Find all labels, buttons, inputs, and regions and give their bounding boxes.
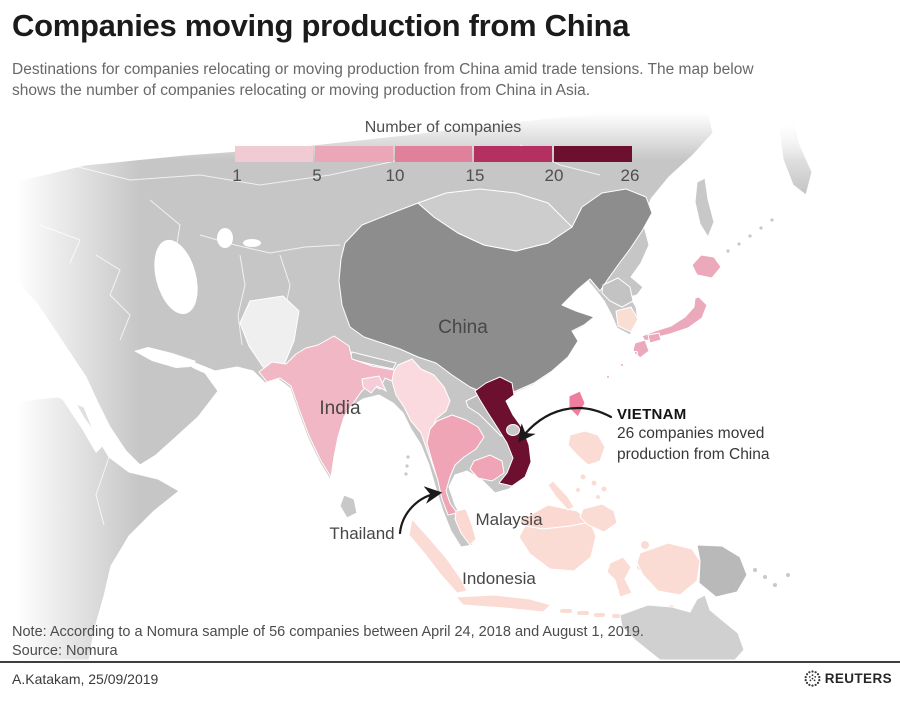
page-title: Companies moving production from China xyxy=(12,8,630,43)
vietnam-arrow xyxy=(518,406,613,443)
sakhalin-island xyxy=(694,177,715,239)
persian-gulf xyxy=(134,347,196,368)
thailand-arrow xyxy=(398,486,443,535)
label-india: India xyxy=(319,398,361,419)
label-thailand: Thailand xyxy=(329,524,394,543)
legend-swatch-1 xyxy=(235,146,313,162)
label-china: China xyxy=(438,317,488,338)
country-india xyxy=(258,335,403,478)
country-indonesia-papua xyxy=(636,542,701,596)
footnote: Note: According to a Nomura sample of 56… xyxy=(12,624,644,640)
legend-tick-20: 20 xyxy=(544,166,564,185)
vietnam-callout-title: VIETNAM xyxy=(617,406,687,423)
legend-tick-5: 5 xyxy=(312,166,322,185)
country-south-korea xyxy=(615,306,639,333)
vietnam-callout-line-2: production from China xyxy=(617,446,770,463)
subtitle-line-2: shows the number of companies relocating… xyxy=(12,82,591,99)
legend-tick-1: 1 xyxy=(232,166,242,185)
legend-title: Number of companies xyxy=(364,119,522,136)
kuril-islands-dots xyxy=(726,218,774,253)
credit-line: A.Katakam, 25/09/2019 xyxy=(12,671,159,687)
solomon-islands-dots xyxy=(753,568,790,587)
andaman-islands-dots xyxy=(404,455,410,476)
legend-tick-15: 15 xyxy=(465,166,485,185)
label-malaysia: Malaysia xyxy=(475,510,543,529)
legend-swatch-5 xyxy=(554,146,632,162)
legend-swatch-4 xyxy=(474,146,553,162)
legend-color-bar xyxy=(235,146,632,162)
vietnam-callout-line-1: 26 companies moved xyxy=(617,425,765,442)
aral-sea xyxy=(217,228,233,248)
country-papua-new-guinea xyxy=(696,544,748,598)
label-indonesia: Indonesia xyxy=(462,569,536,588)
vietnam-callout: VIETNAM 26 companies moved production fr… xyxy=(617,406,770,465)
legend-tick-10: 10 xyxy=(385,166,405,185)
country-north-korea xyxy=(601,277,634,308)
legend-swatch-3 xyxy=(394,146,473,162)
asia-choropleth-map: China India Thailand Malaysia Indonesia … xyxy=(0,105,900,660)
legend-tick-26: 26 xyxy=(620,166,640,185)
reuters-orb-icon xyxy=(804,670,821,687)
country-taiwan xyxy=(568,390,586,418)
country-australia xyxy=(619,594,745,660)
map-svg: China India Thailand Malaysia Indonesia xyxy=(0,106,813,660)
country-cambodia xyxy=(469,454,505,482)
reuters-wordmark: REUTERS xyxy=(824,671,892,686)
country-malaysia-peninsula xyxy=(454,508,477,546)
country-indonesia-java xyxy=(454,594,553,613)
country-indonesia-kalimantan xyxy=(518,521,597,572)
subtitle-line-1: Destinations for companies relocating or… xyxy=(12,61,754,78)
country-philippines xyxy=(547,430,618,533)
footer-divider xyxy=(0,661,900,663)
country-sri-lanka xyxy=(339,494,358,519)
country-mongolia xyxy=(417,188,573,252)
reuters-brand: REUTERS xyxy=(804,670,892,687)
page-subtitle: Destinations for companies relocating or… xyxy=(12,59,887,101)
legend-swatch-2 xyxy=(314,146,393,162)
source-line: Source: Nomura xyxy=(12,643,118,659)
hainan-island xyxy=(506,424,520,436)
kamchatka-peninsula xyxy=(778,119,813,196)
country-vietnam xyxy=(474,376,532,487)
country-indonesia-sulawesi xyxy=(606,556,633,598)
caspian-sea xyxy=(154,239,198,315)
lake-balkhash xyxy=(243,239,261,247)
country-japan xyxy=(606,254,722,379)
country-indonesia-sumatra xyxy=(408,517,468,594)
country-bangladesh xyxy=(361,375,388,394)
